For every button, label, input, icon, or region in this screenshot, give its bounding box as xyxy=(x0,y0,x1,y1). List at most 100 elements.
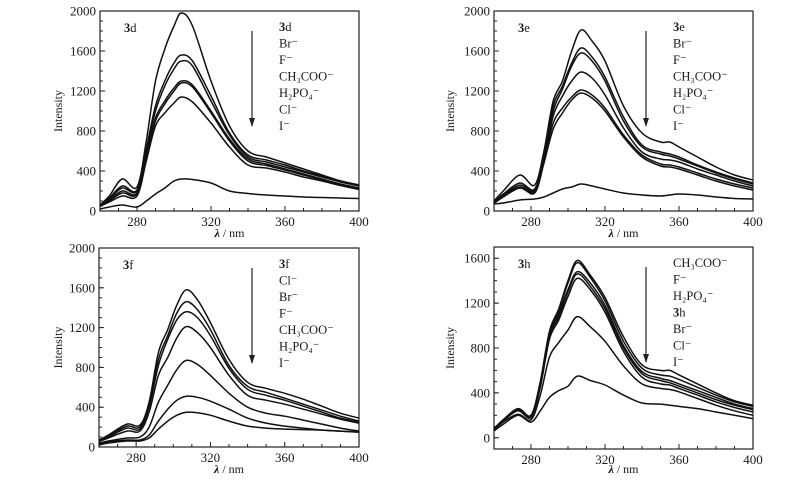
x-tick-label: 280 xyxy=(521,214,541,229)
series-line-CH₃COO⁻ xyxy=(98,359,360,444)
series-line-H₂PO₄⁻ xyxy=(98,395,360,445)
legend-entry: I⁻ xyxy=(673,119,684,133)
y-tick-label: 1200 xyxy=(464,296,490,311)
x-tick-label: 280 xyxy=(126,450,146,465)
legend-entry: CH₃COO⁻ xyxy=(279,70,334,84)
y-tick-label: 400 xyxy=(471,385,491,400)
legend-entry: Br⁻ xyxy=(673,322,692,336)
legend-entry: CH₃COO⁻ xyxy=(673,70,728,84)
series-line-I⁻ xyxy=(98,411,360,446)
x-tick-label: 400 xyxy=(743,452,763,467)
x-tick-label: 400 xyxy=(743,214,763,229)
series-line-Cl⁻ xyxy=(493,92,754,205)
y-axis-title: Intensity xyxy=(51,90,65,132)
x-tick-label: 400 xyxy=(349,214,369,229)
legend-entry: F⁻ xyxy=(673,273,687,287)
trend-arrow-down-icon xyxy=(643,118,649,127)
series-line-I⁻ xyxy=(493,183,754,205)
legend-entry: H₂PO₄⁻ xyxy=(673,289,713,303)
y-tick-label: 800 xyxy=(471,341,491,356)
legend-entry: Br⁻ xyxy=(279,290,298,304)
panel-label: 3h xyxy=(518,257,531,271)
series-line-F⁻ xyxy=(98,325,360,443)
series-line-3f xyxy=(98,289,360,441)
x-tick-label: 320 xyxy=(595,214,615,229)
legend-entry: H₂PO₄⁻ xyxy=(673,86,713,100)
series-line-F⁻ xyxy=(99,59,360,207)
trend-arrow-down-icon xyxy=(249,118,255,127)
legend-entry: 3e xyxy=(673,20,685,34)
y-tick-label: 0 xyxy=(89,440,96,455)
plot-frame xyxy=(98,247,360,448)
legend-entry: F⁻ xyxy=(673,53,687,67)
legend-entry: I⁻ xyxy=(673,355,684,369)
y-tick-label: 1200 xyxy=(70,84,96,99)
legend-entry: CH₃COO⁻ xyxy=(673,256,728,270)
y-tick-label: 0 xyxy=(484,204,491,219)
series-line-CH₃COO⁻ xyxy=(99,79,360,207)
legend-entry: I⁻ xyxy=(279,356,290,370)
legend-entry: 3f xyxy=(279,257,290,271)
x-axis-title: λ / nm xyxy=(213,462,245,476)
series-line-Br⁻ xyxy=(493,277,754,430)
legend-entry: Cl⁻ xyxy=(673,103,691,117)
y-tick-label: 0 xyxy=(484,430,491,445)
panel-label: 3e xyxy=(518,21,530,35)
y-axis-title: Intensity xyxy=(443,327,457,369)
series-line-Br⁻ xyxy=(98,310,360,442)
y-tick-label: 1200 xyxy=(464,84,490,99)
y-tick-label: 1600 xyxy=(70,44,96,59)
x-tick-label: 280 xyxy=(521,452,541,467)
series-line-I⁻ xyxy=(99,178,360,210)
panel-3f: 0 400 800 1200 1600 2000 280 320 360 400 λ / nm Int… xyxy=(51,241,369,477)
y-axis-title: Intensity xyxy=(443,90,457,132)
y-tick-label: 800 xyxy=(76,360,96,375)
panel-label: 3d xyxy=(124,21,137,35)
series-line-3d xyxy=(99,12,360,206)
x-axis-title: λ / nm xyxy=(214,226,246,240)
y-tick-label: 1600 xyxy=(464,251,490,266)
legend-entry: Br⁻ xyxy=(673,37,692,51)
legend-entry: Cl⁻ xyxy=(673,339,691,353)
trend-arrow-down-icon xyxy=(643,354,649,363)
legend-entry: Cl⁻ xyxy=(279,103,297,117)
series-line-Cl⁻ xyxy=(99,96,360,208)
panel-label: 3f xyxy=(123,258,134,272)
trend-arrow-down-icon xyxy=(249,355,255,364)
x-tick-label: 320 xyxy=(201,214,221,229)
x-tick-label: 320 xyxy=(201,450,221,465)
x-tick-label: 360 xyxy=(669,214,689,229)
x-tick-label: 360 xyxy=(275,450,295,465)
x-tick-label: 320 xyxy=(595,452,615,467)
y-tick-label: 400 xyxy=(76,400,96,415)
panel-3e: 0 400 800 1200 1600 2000 280 320 360 400 λ / nm Int… xyxy=(443,4,763,241)
x-tick-label: 360 xyxy=(669,452,689,467)
legend-entry: F⁻ xyxy=(279,53,293,67)
y-tick-label: 800 xyxy=(77,124,97,139)
series-line-H₂PO₄⁻ xyxy=(99,81,360,207)
series-line-I⁻ xyxy=(493,375,754,432)
legend-entry: H₂PO₄⁻ xyxy=(279,86,319,100)
legend-entry: CH₃COO⁻ xyxy=(279,323,334,337)
series-line-3e xyxy=(493,29,754,202)
x-tick-label: 280 xyxy=(127,214,147,229)
legend-entry: F⁻ xyxy=(279,307,293,321)
y-axis-title: Intensity xyxy=(51,327,65,369)
series-line-Cl⁻ xyxy=(98,300,360,442)
y-tick-label: 2000 xyxy=(464,4,490,19)
panel-3d: 0 400 800 1200 1600 2000 280 320 360 400 λ / nm Int… xyxy=(51,4,369,241)
y-tick-label: 0 xyxy=(90,204,97,219)
panel-3h: 0 400 800 1200 1600 280 320 360 400 λ / nm Intensi… xyxy=(443,246,763,476)
legend-entry: Cl⁻ xyxy=(279,274,297,288)
x-tick-label: 360 xyxy=(275,214,295,229)
y-tick-label: 400 xyxy=(77,164,97,179)
legend-entry: Br⁻ xyxy=(279,37,298,51)
y-tick-label: 1600 xyxy=(69,280,95,295)
y-tick-label: 1600 xyxy=(464,44,490,59)
x-axis-title: λ / nm xyxy=(608,226,640,240)
legend-entry: H₂PO₄⁻ xyxy=(279,340,319,354)
y-tick-label: 800 xyxy=(471,124,491,139)
legend-entry: 3h xyxy=(673,306,686,320)
y-tick-label: 2000 xyxy=(69,241,95,256)
